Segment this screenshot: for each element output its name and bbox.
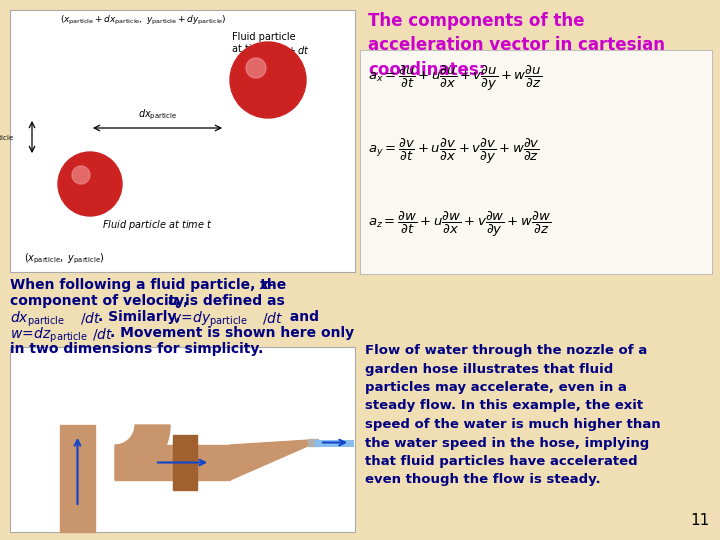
Text: $t+dt$: $t+dt$ — [282, 44, 310, 56]
Text: Fluid particle at time $t$: Fluid particle at time $t$ — [102, 218, 212, 232]
Text: $dx_{\rm particle}$: $dx_{\rm particle}$ — [138, 107, 177, 122]
Text: $a_x = \dfrac{\partial u}{\partial t} + u\dfrac{\partial u}{\partial x} + v\dfra: $a_x = \dfrac{\partial u}{\partial t} + … — [368, 64, 542, 93]
Text: . Similarly,: . Similarly, — [98, 310, 185, 324]
Text: $v\!=\!dy_{\rm particle}$: $v\!=\!dy_{\rm particle}$ — [172, 310, 248, 329]
Polygon shape — [230, 440, 310, 480]
FancyBboxPatch shape — [360, 50, 712, 274]
Text: . Movement is shown here only: . Movement is shown here only — [110, 326, 354, 340]
Text: u: u — [167, 294, 177, 308]
Polygon shape — [115, 425, 170, 480]
Text: 11: 11 — [690, 513, 710, 528]
Text: $dx_{\rm particle}$: $dx_{\rm particle}$ — [10, 310, 66, 329]
Text: component of velocity,: component of velocity, — [10, 294, 193, 308]
Text: $dy_{\rm particle}$: $dy_{\rm particle}$ — [0, 130, 14, 144]
Polygon shape — [60, 425, 95, 532]
Text: Fluid particle: Fluid particle — [232, 32, 296, 42]
Polygon shape — [173, 435, 197, 490]
Text: Flow of water through the nozzle of a
garden hose illustrates that fluid
particl: Flow of water through the nozzle of a ga… — [365, 344, 661, 487]
Circle shape — [230, 42, 306, 118]
Text: The components of the
acceleration vector in cartesian
coordinates:: The components of the acceleration vecto… — [368, 12, 665, 79]
Text: at time: at time — [232, 44, 270, 54]
Text: x-: x- — [260, 278, 275, 292]
Text: $/dt$: $/dt$ — [92, 326, 113, 342]
Text: $(x_{\rm particle}+dx_{\rm particle},\ y_{\rm particle}+dy_{\rm particle})$: $(x_{\rm particle}+dx_{\rm particle},\ y… — [60, 14, 227, 27]
Text: When following a fluid particle, the: When following a fluid particle, the — [10, 278, 291, 292]
Text: , is defined as: , is defined as — [175, 294, 284, 308]
Circle shape — [58, 152, 122, 216]
FancyBboxPatch shape — [10, 10, 355, 272]
Polygon shape — [308, 439, 318, 446]
Text: $a_z = \dfrac{\partial w}{\partial t} + u\dfrac{\partial w}{\partial x} + v\dfra: $a_z = \dfrac{\partial w}{\partial t} + … — [368, 210, 552, 239]
Circle shape — [72, 166, 90, 184]
Text: $/dt$: $/dt$ — [262, 310, 284, 326]
Text: in two dimensions for simplicity.: in two dimensions for simplicity. — [10, 342, 264, 356]
Text: $/dt$: $/dt$ — [80, 310, 102, 326]
Polygon shape — [115, 445, 230, 480]
Circle shape — [246, 58, 266, 78]
Text: and: and — [280, 310, 319, 324]
Text: $a_y = \dfrac{\partial v}{\partial t} + u\dfrac{\partial v}{\partial x} + v\dfra: $a_y = \dfrac{\partial v}{\partial t} + … — [368, 137, 540, 166]
Text: $w\!=\!dz_{\rm particle}$: $w\!=\!dz_{\rm particle}$ — [10, 326, 88, 345]
Text: $(x_{\rm particle},\ y_{\rm particle})$: $(x_{\rm particle},\ y_{\rm particle})$ — [24, 252, 104, 266]
FancyBboxPatch shape — [10, 347, 355, 532]
